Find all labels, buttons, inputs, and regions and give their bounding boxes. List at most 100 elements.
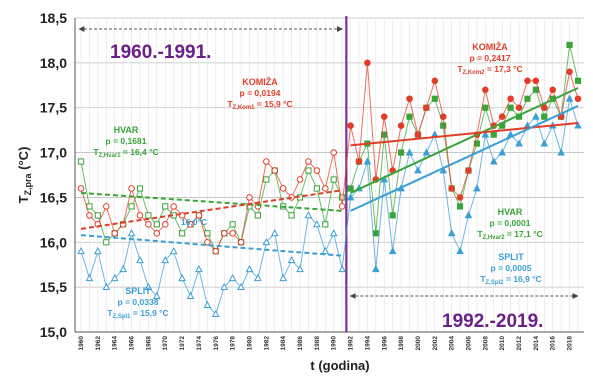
data-point (305, 167, 312, 174)
annotation-mean: TZ,Kom1 = 15,9 °C (227, 99, 292, 111)
data-point (204, 238, 211, 246)
data-point (94, 212, 101, 219)
data-point (271, 167, 279, 174)
data-point (524, 95, 531, 102)
y-axis-title: TZ,pra (°C) (16, 147, 33, 204)
data-point (371, 264, 380, 273)
data-point (456, 203, 464, 210)
trend-line-hvar-2 (350, 87, 579, 194)
x-tick-label: 1978 (230, 336, 237, 351)
data-point (254, 212, 261, 219)
data-point (465, 167, 472, 174)
data-point (347, 122, 354, 129)
data-point (153, 221, 160, 228)
data-point (498, 148, 507, 156)
data-point (482, 104, 489, 111)
x-tick-label: 1988 (314, 336, 321, 351)
x-tick-label: 1976 (213, 336, 220, 351)
data-point (254, 273, 262, 282)
data-point (263, 158, 270, 165)
data-point (195, 264, 203, 273)
data-point (246, 194, 253, 201)
x-tick-label: 2018 (567, 336, 574, 351)
data-point (339, 194, 346, 201)
y-tick-label: 16,5 (40, 189, 67, 205)
annotation-mean: TZ,Spl1 = 15,9 °C (107, 308, 168, 320)
data-point (77, 185, 85, 192)
data-point (136, 185, 144, 192)
y-tick-label: 18,5 (40, 10, 67, 26)
y-tick-label: 16,0 (40, 234, 67, 250)
trend-line-split-2 (350, 105, 579, 212)
data-point (439, 166, 448, 174)
data-point (347, 185, 354, 192)
data-point (355, 158, 363, 165)
data-point (406, 95, 413, 103)
x-tick-label: 1986 (297, 336, 304, 351)
data-point (346, 193, 355, 201)
grid (75, 17, 584, 333)
data-point (431, 77, 439, 85)
x-tick-label: 1964 (112, 336, 119, 351)
data-point (489, 157, 498, 165)
series-split (77, 94, 582, 317)
data-point (414, 131, 422, 138)
data-point (397, 122, 405, 129)
x-tick-label: 1974 (196, 336, 203, 351)
x-tick-label: 2016 (550, 336, 557, 351)
data-point (279, 185, 287, 192)
data-point (330, 149, 338, 156)
data-point (313, 220, 321, 228)
x-tick-label: 1984 (280, 336, 287, 351)
data-point (220, 230, 228, 237)
trend-line-komiža-1 (80, 189, 343, 230)
data-point (566, 41, 573, 49)
annotation-mean: TZ,Hvar1 = 16,4 °C (93, 147, 158, 159)
data-point (515, 104, 523, 112)
annotation-title: SPLIT (498, 252, 524, 262)
data-point (220, 282, 229, 291)
data-point (162, 203, 169, 210)
series-komiža (77, 59, 582, 255)
data-point (447, 229, 456, 237)
data-point (574, 77, 582, 84)
data-point (490, 131, 497, 138)
data-point (565, 94, 574, 102)
annotation-p-value: p = 0,0194 (240, 88, 281, 98)
data-point (296, 264, 304, 273)
data-point (321, 185, 329, 192)
data-point (507, 95, 514, 103)
trend-line-komiža-2 (350, 121, 579, 147)
data-point (187, 221, 194, 228)
plot-area (75, 18, 584, 332)
data-point (482, 86, 489, 94)
data-point (136, 255, 144, 264)
data-point (422, 148, 431, 156)
annotation-p-value: p = 0,2417 (470, 53, 511, 63)
data-point (161, 255, 170, 264)
data-point (237, 238, 245, 246)
x-tick-label: 1992 (348, 336, 355, 351)
data-point (414, 166, 422, 174)
x-tick-label: 2012 (516, 336, 523, 351)
data-point (305, 158, 312, 165)
data-point (263, 176, 270, 183)
annotation-p-value: p = 0,0001 (490, 218, 531, 228)
annotation-p-value: p = 0,0338 (118, 297, 159, 307)
data-point (119, 264, 127, 273)
data-point (423, 104, 430, 112)
data-point (405, 148, 414, 156)
data-point (473, 184, 481, 192)
x-tick-label: 1972 (179, 336, 186, 351)
data-point (245, 264, 254, 273)
x-tick-label: 2000 (415, 336, 422, 351)
data-point (270, 229, 279, 237)
data-point (557, 148, 565, 156)
data-point (170, 203, 177, 210)
annotation-title: HVAR (114, 125, 139, 135)
